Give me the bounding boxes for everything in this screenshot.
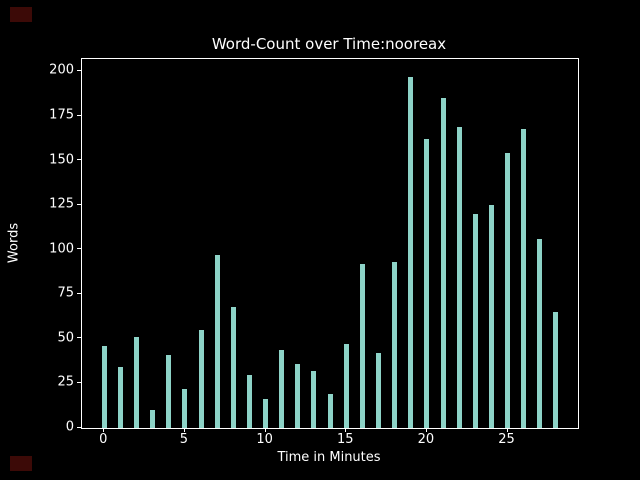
bar-x4 (166, 355, 172, 428)
bar-x23 (472, 214, 478, 428)
bar-x22 (456, 127, 462, 428)
bar-x8 (230, 307, 236, 428)
bar-x1 (117, 367, 123, 428)
bar-x19 (408, 77, 414, 428)
bar-x10 (263, 399, 269, 428)
y-tick-label-125: 125 (49, 196, 74, 212)
bar-x2 (134, 337, 140, 428)
bar-x12 (295, 364, 301, 428)
bar-x6 (198, 330, 204, 428)
bar-x18 (392, 262, 398, 428)
red-corner-marker-bottom-left (10, 456, 32, 471)
x-axis-label: Time in Minutes (277, 450, 381, 465)
y-tick-label-200: 200 (49, 62, 74, 78)
y-tick-mark (77, 292, 81, 294)
x-tick-label-0: 0 (99, 432, 108, 447)
x-tick-label-5: 5 (179, 432, 189, 447)
y-tick-mark (77, 114, 81, 116)
bar-x27 (537, 239, 543, 428)
x-tick-mark (103, 428, 105, 432)
y-tick-mark (77, 69, 81, 71)
x-tick-mark (264, 428, 266, 432)
red-corner-marker-top-left (10, 7, 32, 22)
bar-x3 (150, 410, 156, 428)
plot-area (81, 58, 579, 429)
x-tick-mark (506, 428, 508, 432)
bar-x14 (327, 394, 333, 428)
bar-x15 (343, 344, 349, 428)
x-tick-label-15: 15 (336, 432, 354, 447)
chart-title: Word-Count over Time:nooreax (211, 35, 447, 53)
bar-x28 (553, 312, 559, 428)
bar-x11 (279, 350, 285, 428)
bar-x13 (311, 371, 317, 428)
y-tick-label-150: 150 (49, 152, 74, 168)
x-tick-label-10: 10 (256, 432, 273, 447)
y-tick-label-25: 25 (57, 374, 74, 390)
x-tick-mark (183, 428, 185, 432)
bar-x7 (214, 255, 220, 428)
y-tick-mark (77, 159, 81, 161)
bar-x25 (505, 153, 511, 428)
bar-x9 (246, 375, 252, 428)
y-tick-label-175: 175 (49, 107, 74, 123)
bar-x26 (521, 129, 527, 428)
bar-x24 (488, 205, 494, 428)
bar-x5 (182, 389, 188, 428)
y-tick-mark (77, 203, 81, 205)
y-axis-label: Words (6, 222, 22, 264)
y-tick-mark (77, 426, 81, 428)
x-tick-mark (425, 428, 427, 432)
bar-x17 (376, 353, 381, 428)
bar-x16 (359, 264, 365, 428)
y-tick-mark (77, 248, 81, 250)
y-tick-label-50: 50 (57, 330, 74, 346)
x-tick-label-20: 20 (417, 432, 435, 447)
x-tick-mark (345, 428, 347, 432)
x-tick-label-25: 25 (498, 432, 515, 447)
y-tick-label-0: 0 (65, 419, 74, 435)
y-tick-mark (77, 381, 81, 383)
bar-x20 (424, 139, 430, 428)
bar-x0 (101, 346, 107, 428)
y-tick-mark (77, 337, 81, 339)
y-tick-label-100: 100 (49, 241, 74, 257)
y-tick-label-75: 75 (57, 285, 74, 301)
bar-x21 (440, 98, 446, 428)
